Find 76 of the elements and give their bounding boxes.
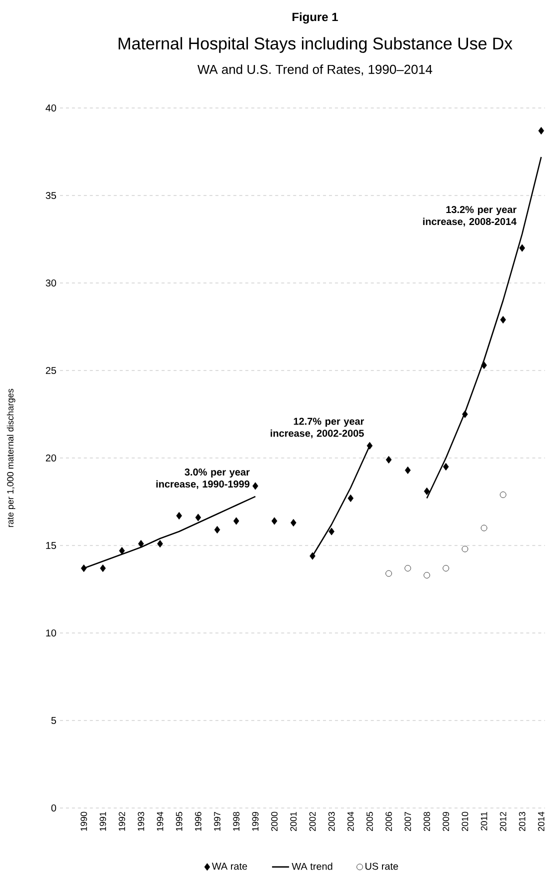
point <box>348 494 354 502</box>
y-tick-label: 15 <box>46 542 56 549</box>
x-tick-label: 2005 <box>366 812 373 832</box>
x-tick-label: 2014 <box>538 812 544 832</box>
chart-subtitle: WA and U.S. Trend of Rates, 1990–2014 <box>197 64 432 76</box>
x-tick-label: 2013 <box>518 812 526 832</box>
y-tick-label: 30 <box>46 279 56 287</box>
caption: Figure 1 <box>292 12 338 24</box>
point <box>538 126 544 135</box>
point <box>157 540 163 548</box>
x-tick-label: 2006 <box>386 812 392 832</box>
point <box>119 546 125 555</box>
point <box>100 564 106 572</box>
point <box>290 518 296 527</box>
point <box>480 524 488 532</box>
point <box>386 456 392 464</box>
point <box>404 466 411 474</box>
x-tick-label: 2000 <box>271 812 278 832</box>
x-tick-label: 1998 <box>233 812 240 831</box>
x-tick-label: 1993 <box>138 812 144 831</box>
y-tick-label: 20 <box>46 454 56 462</box>
annotation: 13.2% per year increase, 2008-2014 <box>423 206 517 226</box>
point <box>500 492 506 498</box>
point <box>252 482 258 490</box>
y-tick-label: 40 <box>46 104 56 112</box>
x-tick-label: 2001 <box>290 812 297 832</box>
x-tick-label: 1995 <box>176 812 182 831</box>
point <box>310 552 316 560</box>
x-tick-label: 1996 <box>194 812 202 831</box>
point <box>138 540 144 548</box>
x-tick-label: 2011 <box>480 812 488 830</box>
x-tick-label: 2009 <box>442 812 450 832</box>
annotation: 12.7% per year increase, 2002-2005 <box>270 418 364 438</box>
legend-label: US rate <box>365 862 398 870</box>
point <box>328 528 334 536</box>
chart-title: Maternal Hospital Stays including Substance Use Dx <box>118 37 512 53</box>
point <box>424 487 430 496</box>
x-tick-label: 1999 <box>252 812 259 831</box>
x-tick-label: 1997 <box>214 812 220 831</box>
point <box>519 244 526 252</box>
x-tick-label: 2004 <box>347 812 354 832</box>
x-tick-label: 1990 <box>80 812 87 831</box>
point <box>443 462 449 471</box>
y-axis-title: rate per 1,000 maternal discharges <box>6 388 16 527</box>
point <box>404 565 411 572</box>
annotation: 3.0% per year increase, 1990-1999 <box>156 468 250 489</box>
point <box>233 517 240 525</box>
x-tick-label: 2002 <box>309 812 316 832</box>
point <box>195 514 202 522</box>
y-tick-label: 5 <box>51 717 56 724</box>
y-tick-label: 0 <box>51 804 56 812</box>
point <box>442 565 450 572</box>
x-tick-label: 1991 <box>100 812 106 831</box>
point <box>462 410 468 418</box>
x-tick-label: 2010 <box>462 812 468 832</box>
legend-label: WA trend <box>292 862 332 870</box>
x-tick-label: 2003 <box>328 812 335 832</box>
point <box>481 361 487 370</box>
x-tick-label: 2007 <box>404 812 411 832</box>
point <box>214 526 220 534</box>
y-tick-label: 35 <box>46 192 56 200</box>
x-tick-label: 1994 <box>156 812 164 831</box>
x-tick-label: 1992 <box>118 812 126 831</box>
point <box>272 517 278 525</box>
point <box>176 512 182 520</box>
x-tick-label: 2012 <box>500 812 506 832</box>
point <box>462 546 468 552</box>
point <box>424 572 430 578</box>
point <box>386 570 392 577</box>
y-tick-label: 10 <box>46 629 56 637</box>
point <box>80 564 87 572</box>
point <box>366 442 373 450</box>
point <box>500 316 506 324</box>
x-tick-label: 2008 <box>424 812 430 832</box>
legend-label: WA rate <box>212 862 248 870</box>
y-tick-label: 25 <box>46 366 56 374</box>
